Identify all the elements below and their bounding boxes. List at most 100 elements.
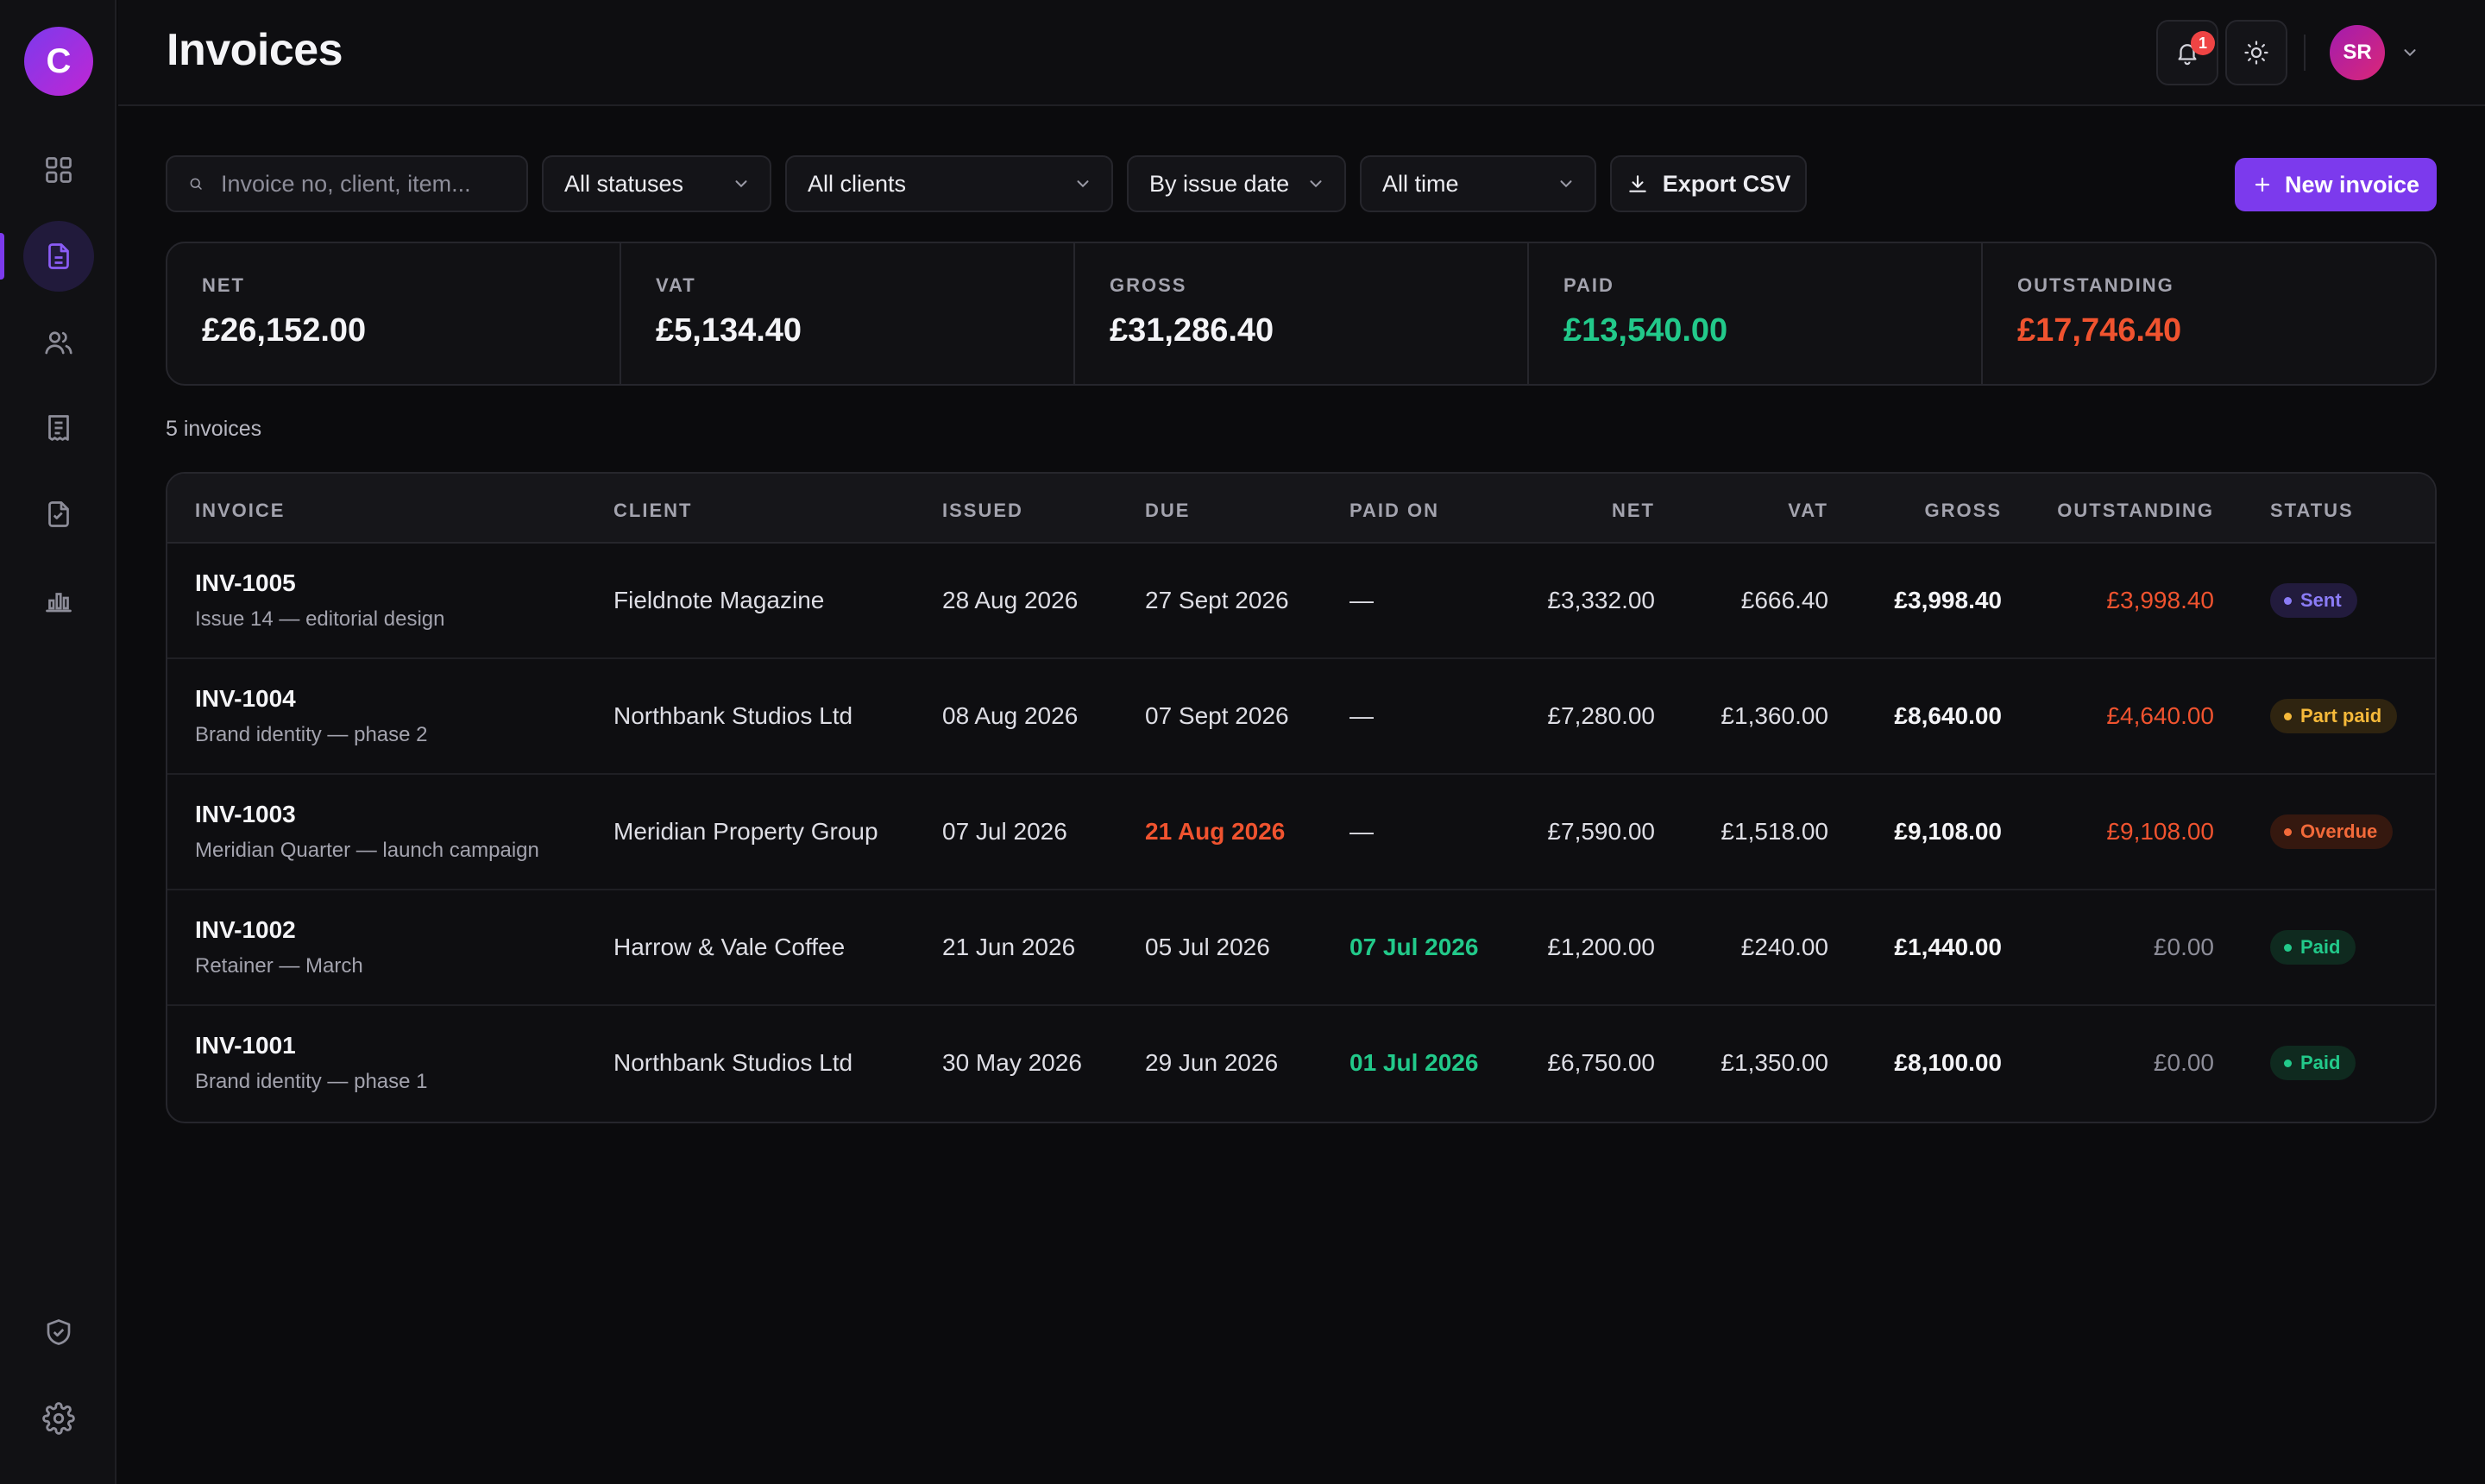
table-row[interactable]: INV-1003 Meridian Quarter — launch campa… (167, 775, 2435, 890)
status-badge: Paid (2270, 930, 2356, 965)
sidebar-item-clients[interactable] (23, 307, 94, 378)
column-header-status[interactable]: STATUS (2270, 500, 2354, 521)
document-icon (48, 243, 69, 269)
table-row[interactable]: INV-1005 Issue 14 — editorial design Fie… (167, 544, 2435, 659)
chevron-down-icon[interactable] (2400, 43, 2419, 62)
chevron-down-icon (735, 180, 747, 188)
invoice-count: 5 invoices (166, 417, 262, 441)
stat-value: £31,286.40 (1110, 312, 1274, 349)
sort-value: By issue date (1149, 170, 1290, 197)
sidebar-item-dashboard[interactable] (23, 135, 94, 205)
vat-amount: £1,350.00 (1721, 1049, 1828, 1076)
client-name: Harrow & Vale Coffee (613, 934, 846, 960)
paid-on-date: — (1349, 587, 1374, 613)
column-header-vat[interactable]: VAT (1788, 500, 1828, 521)
period-select[interactable]: All time (1360, 155, 1596, 212)
column-header-outstanding[interactable]: OUTSTANDING (2057, 500, 2214, 521)
stat-label: PAID (1563, 274, 1614, 296)
table-row[interactable]: INV-1004 Brand identity — phase 2 Northb… (167, 659, 2435, 775)
stat-label: VAT (656, 274, 696, 296)
sidebar-item-invoices[interactable] (23, 221, 94, 292)
chevron-down-icon (1560, 180, 1572, 188)
stat-value: £5,134.40 (656, 312, 802, 349)
client-filter-value: All clients (808, 170, 907, 197)
theme-toggle-button[interactable] (2225, 20, 2287, 85)
export-csv-label: Export CSV (1662, 170, 1791, 197)
sun-icon (2244, 41, 2268, 65)
sort-select[interactable]: By issue date (1127, 155, 1346, 212)
invoice-number[interactable]: INV-1005 (195, 569, 296, 596)
invoice-description: Brand identity — phase 1 (195, 1070, 428, 1093)
status-badge: Sent (2270, 583, 2357, 618)
shield-check-icon (47, 1319, 71, 1345)
receipt-icon (48, 415, 69, 441)
column-header-net[interactable]: NET (1612, 500, 1655, 521)
gross-amount: £3,998.40 (1894, 587, 2002, 613)
status-label: Overdue (2300, 821, 2378, 842)
notifications-button[interactable]: 1 (2156, 20, 2218, 85)
issued-date: 08 Aug 2026 (942, 702, 1079, 729)
table-row[interactable]: INV-1001 Brand identity — phase 1 Northb… (167, 1006, 2435, 1122)
chevron-down-icon (1310, 180, 1322, 188)
status-label: Paid (2300, 936, 2341, 958)
export-csv-button[interactable]: Export CSV (1610, 155, 1807, 212)
avatar[interactable]: SR (2330, 25, 2385, 80)
issued-date: 30 May 2026 (942, 1049, 1082, 1076)
column-header-gross[interactable]: GROSS (1924, 500, 2002, 521)
client-name: Northbank Studios Ltd (613, 1049, 853, 1076)
sidebar: C (0, 0, 116, 1484)
plus-icon (2255, 177, 2270, 192)
summary-net: NET £26,152.00 (167, 243, 621, 384)
status-label: Part paid (2300, 705, 2382, 726)
new-invoice-label: New invoice (2284, 171, 2420, 198)
summary-outstanding: OUTSTANDING £17,746.40 (1983, 243, 2435, 384)
app-logo[interactable]: C (24, 27, 93, 96)
invoice-description: Meridian Quarter — launch campaign (195, 839, 539, 862)
invoice-number[interactable]: INV-1004 (195, 685, 296, 712)
stat-label: GROSS (1110, 274, 1187, 296)
gear-icon (42, 1402, 75, 1435)
net-amount: £7,590.00 (1547, 818, 1655, 845)
vat-amount: £240.00 (1740, 934, 1828, 960)
invoice-number[interactable]: INV-1002 (195, 916, 296, 943)
due-date: 05 Jul 2026 (1145, 934, 1270, 960)
summary-gross: GROSS £31,286.40 (1075, 243, 1529, 384)
net-amount: £6,750.00 (1547, 1049, 1655, 1076)
status-filter-select[interactable]: All statuses (542, 155, 771, 212)
column-header-issued[interactable]: ISSUED (942, 500, 1023, 521)
outstanding-amount: £0.00 (2153, 934, 2214, 960)
invoice-number[interactable]: INV-1003 (195, 801, 296, 827)
chevron-down-icon (1077, 180, 1089, 188)
issued-date: 28 Aug 2026 (942, 587, 1079, 613)
outstanding-amount: £0.00 (2153, 1049, 2214, 1076)
due-date: 27 Sept 2026 (1145, 587, 1289, 613)
search-input[interactable] (204, 170, 526, 198)
client-name: Northbank Studios Ltd (613, 702, 853, 729)
net-amount: £7,280.00 (1547, 702, 1655, 729)
top-header: Invoices (118, 0, 2485, 106)
client-name: Fieldnote Magazine (613, 587, 825, 613)
column-header-paid-on[interactable]: PAID ON (1349, 500, 1440, 521)
status-badge: Part paid (2270, 699, 2398, 733)
table-row[interactable]: INV-1002 Retainer — March Harrow & Vale … (167, 890, 2435, 1006)
search-field[interactable] (166, 155, 528, 212)
invoice-number[interactable]: INV-1001 (195, 1032, 296, 1059)
vat-amount: £666.40 (1740, 587, 1828, 613)
sidebar-item-estimates[interactable] (23, 479, 94, 550)
column-header-client[interactable]: CLIENT (613, 500, 693, 521)
sidebar-item-expenses[interactable] (23, 393, 94, 463)
sidebar-item-settings[interactable] (23, 1383, 94, 1454)
bar-chart-icon (46, 593, 72, 613)
file-text-icon (48, 501, 69, 527)
sidebar-item-security[interactable] (23, 1297, 94, 1368)
bell-icon (2178, 44, 2197, 66)
search-icon (190, 178, 202, 190)
new-invoice-button[interactable]: New invoice (2235, 158, 2437, 211)
client-filter-select[interactable]: All clients (785, 155, 1113, 212)
column-header-invoice[interactable]: INVOICE (195, 500, 286, 521)
column-header-due[interactable]: DUE (1145, 500, 1191, 521)
page-title: Invoices (167, 25, 343, 75)
status-badge: Paid (2270, 1046, 2356, 1080)
outstanding-amount: £4,640.00 (2106, 702, 2214, 729)
sidebar-item-reports[interactable] (23, 565, 94, 636)
